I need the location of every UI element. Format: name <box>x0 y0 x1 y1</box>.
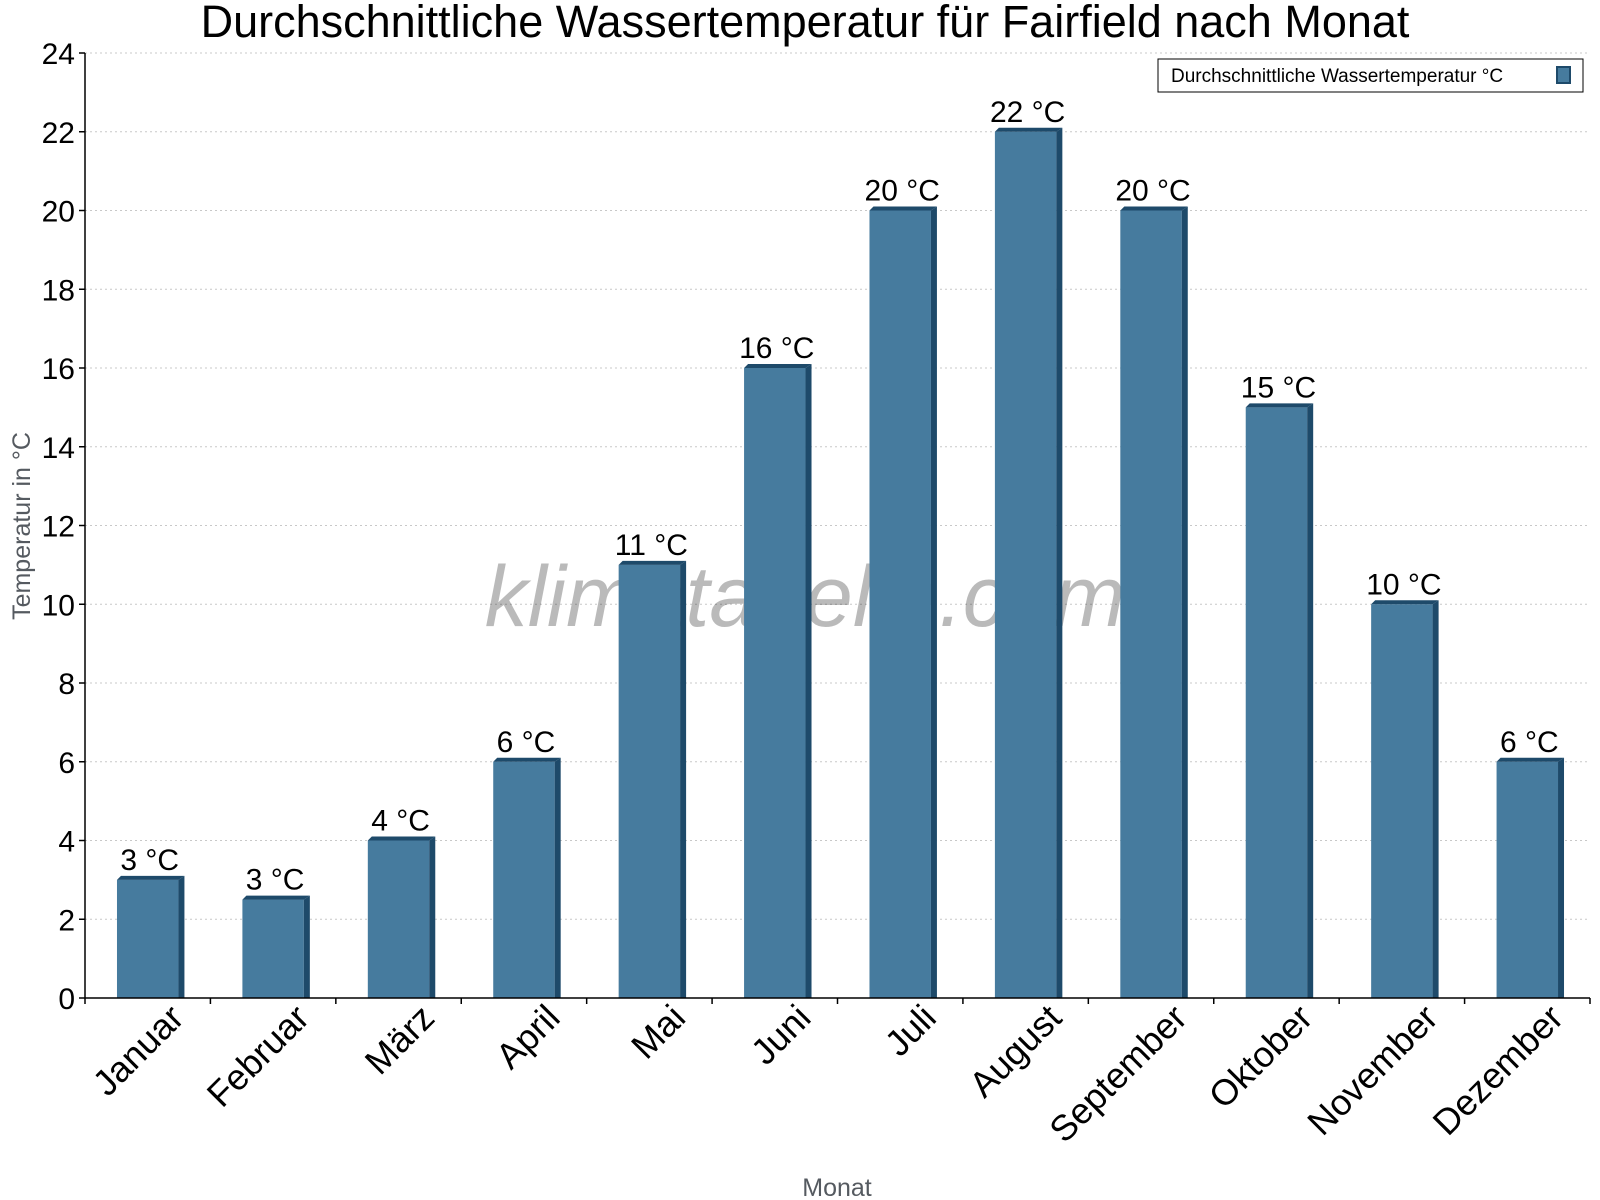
legend-label: Durchschnittliche Wassertemperatur °C <box>1171 66 1503 87</box>
x-tick-label: August <box>961 997 1069 1105</box>
bar-data-label: 6 °C <box>497 726 556 759</box>
bar-november <box>1371 600 1439 998</box>
bar-data-labels: 3 °C 3 °C 4 °C 6 °C 11 °C 16 °C 20 °C 22 °C 20 °… <box>120 96 1558 897</box>
bar-top <box>242 895 310 900</box>
x-tick-label: Mai <box>623 997 693 1067</box>
x-tick-label: Oktober <box>1201 997 1321 1117</box>
bar-top <box>493 757 561 762</box>
bar-data-label: 20 °C <box>865 175 940 208</box>
bar-top <box>744 364 812 368</box>
bar-top <box>869 206 937 211</box>
bar-side <box>930 206 937 998</box>
bar-april <box>493 757 561 998</box>
y-tick-label: 18 <box>42 274 75 307</box>
bar-side <box>429 836 436 998</box>
bar-data-label: 22 °C <box>990 96 1065 129</box>
bar-data-label: 3 °C <box>120 844 179 877</box>
bar-märz <box>367 836 436 998</box>
bar-face <box>618 564 681 998</box>
bar-top <box>618 560 687 565</box>
bar-data-label: 20 °C <box>1115 175 1190 208</box>
bar-dezember <box>1496 757 1565 998</box>
bar-top <box>367 836 436 841</box>
x-tick-label: November <box>1299 997 1445 1143</box>
y-tick-label: 12 <box>42 511 75 544</box>
bar-side <box>680 560 687 998</box>
chart-title: Durchschnittliche Wassertemperatur für F… <box>201 0 1410 47</box>
y-tick-label: 20 <box>42 196 75 229</box>
legend-box <box>1157 58 1584 93</box>
bar-data-label: 3 °C <box>246 864 305 897</box>
bar-side <box>178 875 185 998</box>
bar-side <box>1181 206 1188 998</box>
x-tick-label: Juli <box>877 997 944 1064</box>
bar-side <box>1558 757 1565 998</box>
y-axis-label: Temperatur in °C <box>8 432 36 620</box>
y-tick-label: 8 <box>58 668 75 701</box>
bar-top <box>1120 206 1188 211</box>
bar-data-label: 6 °C <box>1500 726 1559 759</box>
y-tick-label: 2 <box>58 904 75 937</box>
grid-lines <box>85 52 1590 920</box>
bar-data-label: 4 °C <box>371 805 430 838</box>
y-tick-label: 0 <box>58 983 75 1016</box>
x-tick-labels: Januar Februar März April Mai Juni Juli AugustS… <box>84 997 1591 1151</box>
legend-swatch <box>1556 66 1571 84</box>
bar-face <box>242 899 304 998</box>
legend: Durchschnittliche Wassertemperatur °C <box>1157 58 1584 93</box>
x-tick-label: März <box>357 997 443 1083</box>
bar-top <box>1496 757 1565 762</box>
bar-face <box>1245 407 1308 998</box>
bar-top <box>1371 600 1439 605</box>
bar-oktober <box>1245 403 1314 998</box>
bar-face <box>744 368 806 998</box>
bar-face <box>869 210 931 998</box>
y-tick-label: 6 <box>58 747 75 780</box>
y-tick-label: 10 <box>42 589 75 622</box>
y-tick-label: 22 <box>42 117 75 150</box>
bar-data-label: 15 °C <box>1241 371 1316 404</box>
bar-data-label: 10 °C <box>1366 568 1441 601</box>
bar-side <box>303 895 310 998</box>
y-tick-label: 4 <box>58 826 75 859</box>
bar-mai <box>618 560 687 998</box>
bar-top <box>1245 403 1314 408</box>
bar-februar <box>242 895 310 998</box>
y-tick-label: 16 <box>42 353 75 386</box>
bar-data-label: 11 °C <box>615 529 688 562</box>
bar-side <box>554 757 561 998</box>
bar-top <box>116 875 185 880</box>
x-tick-label: April <box>488 997 568 1077</box>
bar-side <box>1056 127 1063 998</box>
bar-face <box>493 761 555 998</box>
bars <box>116 127 1565 998</box>
bar-face <box>1496 761 1559 998</box>
bar-juni <box>744 364 812 998</box>
y-tick-label: 24 <box>42 38 75 71</box>
bar-januar <box>116 875 185 998</box>
bar-face <box>1120 210 1182 998</box>
x-tick-label: Juni <box>743 997 819 1073</box>
bar-data-label: 16 °C <box>739 332 814 365</box>
bar-face <box>1371 604 1433 998</box>
bar-face <box>367 840 430 998</box>
bar-top <box>994 127 1063 132</box>
bar-august <box>994 127 1063 998</box>
x-tick-label: September <box>1041 997 1195 1151</box>
x-tick-label: Januar <box>85 997 192 1104</box>
bar-face <box>116 879 179 998</box>
bar-september <box>1120 206 1188 998</box>
bar-side <box>1307 403 1314 998</box>
x-tick-label: Dezember <box>1425 997 1571 1143</box>
bar-side <box>1432 600 1439 998</box>
bar-juli <box>869 206 937 998</box>
bar-side <box>805 364 812 998</box>
bar-face <box>994 131 1057 998</box>
y-tick-label: 14 <box>42 432 75 465</box>
x-axis-label: Monat <box>802 1174 872 1200</box>
x-tick-label: Februar <box>199 997 317 1115</box>
